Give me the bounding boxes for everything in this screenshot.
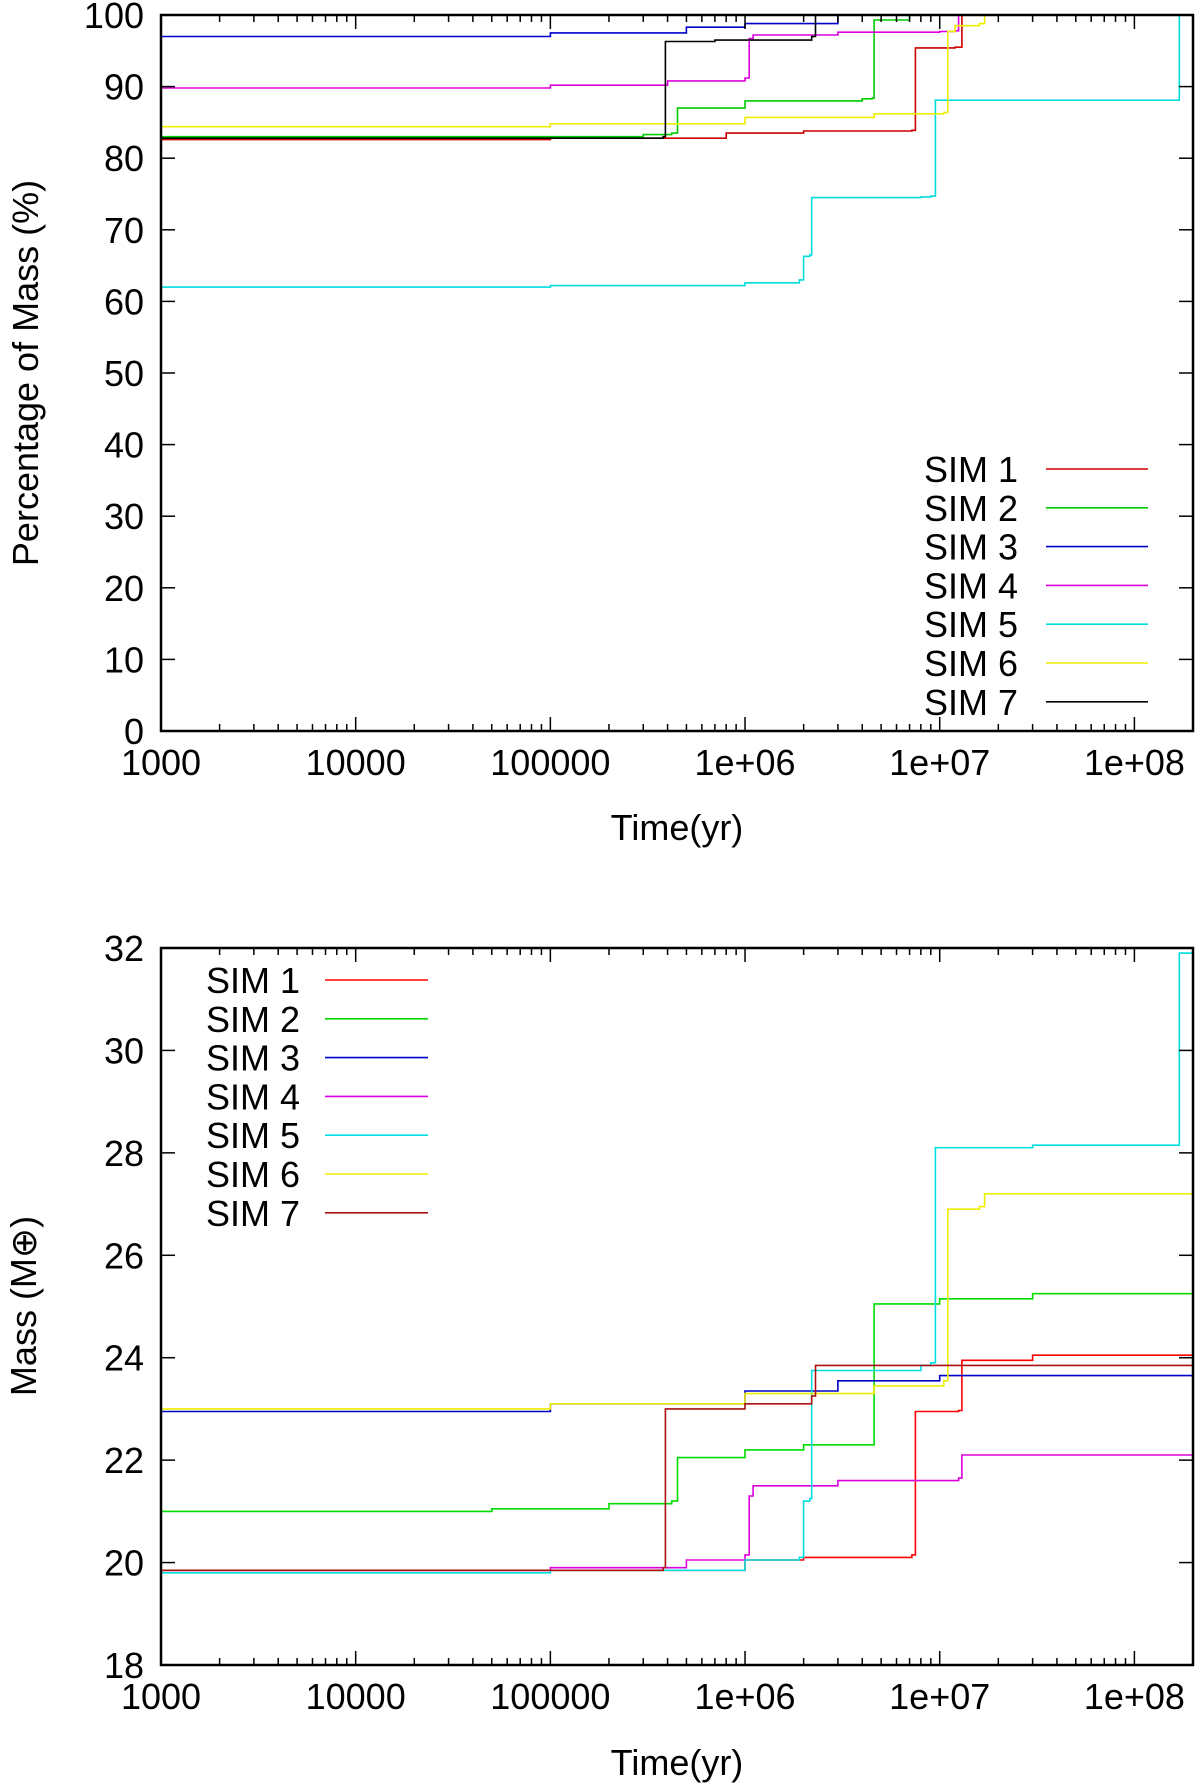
mass-legend-label-sim-6: SIM 6 bbox=[206, 1154, 300, 1195]
percentage-mass-legend-label-sim-4: SIM 4 bbox=[924, 565, 1018, 606]
percentage-mass-x-tick-label: 100000 bbox=[490, 742, 610, 783]
mass-series-sim-6 bbox=[161, 1193, 1193, 1410]
percentage-mass-y-tick-label: 30 bbox=[104, 496, 144, 537]
mass-legend-label-sim-4: SIM 4 bbox=[206, 1076, 300, 1117]
percentage-mass-y-tick-label: 80 bbox=[104, 138, 144, 179]
mass-x-tick-label: 1e+06 bbox=[694, 1676, 795, 1717]
percentage-mass-legend-label-sim-2: SIM 2 bbox=[924, 488, 1018, 529]
mass-legend-label-sim-5: SIM 5 bbox=[206, 1115, 300, 1156]
percentage-mass-legend-label-sim-3: SIM 3 bbox=[924, 527, 1018, 568]
percentage-mass-legend-label-sim-6: SIM 6 bbox=[924, 643, 1018, 684]
percentage-mass-x-tick-label: 1e+06 bbox=[694, 742, 795, 783]
percentage-mass-series-sim-1 bbox=[161, 14, 1193, 141]
percentage-mass-x-tick-label: 1000 bbox=[121, 742, 201, 783]
mass-legend-label-sim-1: SIM 1 bbox=[206, 960, 300, 1001]
percentage-mass-ticks: 1000 10000 100000 1e+06 1e+07 1e+08 0 10 20 30 40 5… bbox=[84, 0, 1194, 783]
mass-x-tick-label: 1000 bbox=[121, 1676, 201, 1717]
percentage-mass-series-sim-5 bbox=[161, 14, 1193, 288]
percentage-mass-x-tick-label: 1e+08 bbox=[1084, 742, 1185, 783]
mass-y-tick-label: 30 bbox=[104, 1030, 144, 1071]
percentage-mass-y-tick-label: 90 bbox=[104, 67, 144, 108]
percentage-mass-series-sim-2 bbox=[161, 14, 1193, 138]
percentage-mass-y-tick-label: 60 bbox=[104, 281, 144, 322]
mass-legend-label-sim-3: SIM 3 bbox=[206, 1038, 300, 1079]
percentage-mass-series-sim-7 bbox=[161, 14, 1193, 139]
percentage-mass-x-tick-label: 10000 bbox=[306, 742, 406, 783]
percentage-mass-legend-label-sim-7: SIM 7 bbox=[924, 682, 1018, 723]
mass-x-tick-label: 1e+07 bbox=[889, 1676, 990, 1717]
mass-legend-label-sim-2: SIM 2 bbox=[206, 999, 300, 1040]
percentage-mass-y-tick-label: 20 bbox=[104, 568, 144, 609]
mass-x-axis-label: Time(yr) bbox=[611, 1742, 744, 1783]
mass-series-sim-2 bbox=[161, 1292, 1193, 1513]
mass-x-tick-label: 10000 bbox=[306, 1676, 406, 1717]
mass-plot-frame bbox=[159, 946, 1195, 1667]
mass-series-sim-3 bbox=[161, 1373, 1194, 1413]
mass-series-sim-4 bbox=[161, 1454, 1193, 1572]
mass-x-tick-label: 1e+08 bbox=[1084, 1676, 1185, 1717]
percentage-mass-chart: 1000 10000 100000 1e+06 1e+07 1e+08 0 10 20 30 40 5… bbox=[5, 0, 1195, 848]
percentage-mass-y-tick-label: 0 bbox=[124, 711, 144, 752]
mass-y-tick-label: 18 bbox=[104, 1645, 144, 1686]
percentage-mass-x-tick-label: 1e+07 bbox=[889, 742, 990, 783]
percentage-mass-legend-label-sim-5: SIM 5 bbox=[924, 604, 1018, 645]
mass-ticks: 1000 10000 100000 1e+06 1e+07 1e+08 18 20 22 24 26… bbox=[104, 928, 1194, 1717]
percentage-mass-legend-label-sim-1: SIM 1 bbox=[924, 449, 1018, 490]
mass-series-sim-5 bbox=[161, 952, 1193, 1574]
mass-y-tick-label: 26 bbox=[104, 1235, 144, 1276]
percentage-mass-y-tick-label: 40 bbox=[104, 425, 144, 466]
percentage-mass-y-axis-label: Percentage of Mass (%) bbox=[5, 180, 46, 566]
mass-chart: 1000 10000 100000 1e+06 1e+07 1e+08 18 20 22 24 26… bbox=[3, 928, 1195, 1783]
percentage-mass-x-axis-label: Time(yr) bbox=[611, 807, 744, 848]
percentage-mass-y-tick-label: 100 bbox=[84, 0, 144, 36]
mass-y-tick-label: 28 bbox=[104, 1133, 144, 1174]
mass-y-tick-label: 32 bbox=[104, 928, 144, 969]
mass-x-tick-label: 100000 bbox=[490, 1676, 610, 1717]
percentage-mass-series bbox=[161, 14, 1193, 288]
percentage-mass-y-tick-label: 10 bbox=[104, 639, 144, 680]
percentage-mass-y-tick-label: 70 bbox=[104, 210, 144, 251]
mass-legend-label-sim-7: SIM 7 bbox=[206, 1193, 300, 1234]
mass-y-axis-label: Mass (M⊕) bbox=[3, 1216, 44, 1396]
mass-y-tick-label: 20 bbox=[104, 1543, 144, 1584]
mass-y-tick-label: 22 bbox=[104, 1440, 144, 1481]
percentage-mass-y-tick-label: 50 bbox=[104, 353, 144, 394]
percentage-mass-series-sim-6 bbox=[161, 14, 1193, 128]
mass-series bbox=[161, 952, 1194, 1574]
mass-series-sim-7 bbox=[161, 1362, 1194, 1572]
mass-y-tick-label: 24 bbox=[104, 1338, 144, 1379]
